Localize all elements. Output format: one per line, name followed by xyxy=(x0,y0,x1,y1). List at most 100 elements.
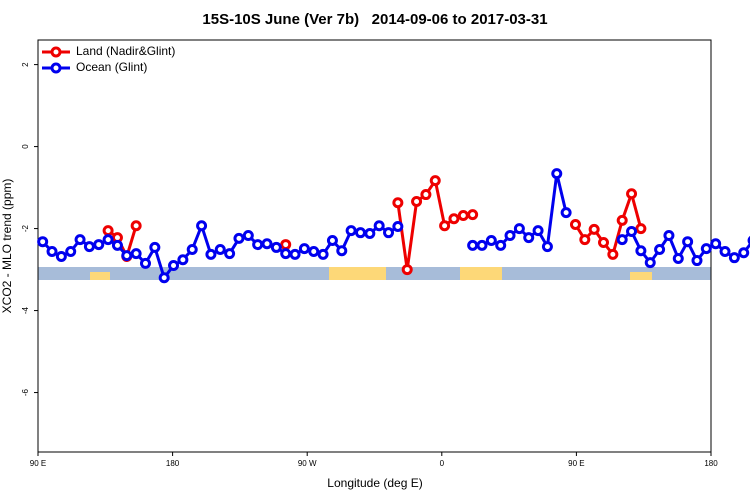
data-point xyxy=(607,248,619,260)
data-point xyxy=(626,225,638,237)
data-point xyxy=(682,236,694,248)
data-point xyxy=(392,197,404,209)
data-point xyxy=(541,241,553,253)
data-point xyxy=(102,225,114,237)
data-point xyxy=(364,227,376,239)
legend-marker xyxy=(50,62,62,74)
data-point xyxy=(467,209,479,221)
y-tick-label: -4 xyxy=(21,306,30,314)
data-point xyxy=(448,213,460,225)
data-point xyxy=(46,246,58,258)
y-tick-label: -6 xyxy=(21,388,30,396)
data-point xyxy=(373,220,385,232)
data-point xyxy=(663,230,675,242)
data-point xyxy=(700,243,712,255)
y-tick-label: 0 xyxy=(21,144,30,149)
data-point xyxy=(205,248,217,260)
x-axis-label: Longitude (deg E) xyxy=(327,476,422,490)
x-tick-label: 90 W xyxy=(298,459,317,468)
data-point xyxy=(289,248,301,260)
data-point xyxy=(65,246,77,258)
data-point xyxy=(354,227,366,239)
chart-title: 15S-10S June (Ver 7b) 2014-09-06 to 2017… xyxy=(202,11,547,28)
data-point xyxy=(467,239,479,251)
land-band xyxy=(90,272,110,280)
data-point xyxy=(616,234,628,246)
data-point xyxy=(111,239,123,251)
data-point xyxy=(476,239,488,251)
data-point xyxy=(55,250,67,262)
data-point xyxy=(728,252,740,264)
data-point xyxy=(74,234,86,246)
data-point xyxy=(345,225,357,237)
data-point xyxy=(383,227,395,239)
data-point xyxy=(168,259,180,271)
data-point xyxy=(635,245,647,257)
data-point xyxy=(429,175,441,187)
plot-frame xyxy=(37,39,712,453)
data-point xyxy=(598,237,610,249)
data-point xyxy=(224,248,236,260)
data-point xyxy=(411,196,423,208)
data-point xyxy=(196,220,208,232)
data-point xyxy=(635,223,647,235)
data-point xyxy=(626,188,638,200)
land-ocean-strip xyxy=(38,267,711,280)
data-point xyxy=(672,253,684,265)
legend-marker xyxy=(50,46,62,58)
x-tick-label: 180 xyxy=(704,459,718,468)
x-tick-label: 0 xyxy=(440,459,445,468)
data-point xyxy=(252,239,264,251)
legend-label: Ocean (Glint) xyxy=(76,60,147,74)
data-point xyxy=(569,218,581,230)
land-band xyxy=(460,267,502,280)
data-point xyxy=(37,236,49,248)
series xyxy=(37,168,750,284)
data-point xyxy=(233,232,245,244)
data-point xyxy=(523,232,535,244)
data-point xyxy=(186,243,198,255)
data-point xyxy=(93,239,105,251)
data-point xyxy=(560,207,572,219)
data-point xyxy=(130,248,142,260)
data-point xyxy=(336,245,348,257)
x-tick-label: 90 E xyxy=(30,459,46,468)
data-point xyxy=(326,234,338,246)
data-point xyxy=(654,243,666,255)
data-point xyxy=(457,209,469,221)
data-point xyxy=(308,246,320,258)
data-point xyxy=(149,241,161,253)
data-point xyxy=(83,241,95,253)
data-point xyxy=(270,241,282,253)
x-tick-label: 180 xyxy=(166,459,180,468)
y-tick-label: -2 xyxy=(21,224,30,232)
legend-label: Land (Nadir&Glint) xyxy=(76,44,175,58)
data-point xyxy=(214,243,226,255)
data-point xyxy=(691,255,703,267)
data-point xyxy=(420,189,432,201)
data-point xyxy=(719,246,731,258)
data-point xyxy=(177,254,189,266)
data-point xyxy=(551,168,563,180)
data-point xyxy=(121,250,133,262)
data-point xyxy=(130,220,142,232)
data-point xyxy=(439,220,451,232)
data-point xyxy=(401,264,413,276)
data-point xyxy=(261,238,273,250)
data-point xyxy=(513,223,525,235)
data-point xyxy=(644,257,656,269)
data-point xyxy=(616,214,628,226)
land-band xyxy=(630,272,652,280)
land-band xyxy=(329,267,386,280)
data-point xyxy=(298,243,310,255)
data-point xyxy=(579,234,591,246)
data-point xyxy=(710,238,722,250)
data-point xyxy=(485,234,497,246)
data-point xyxy=(139,257,151,269)
data-point xyxy=(504,230,516,242)
data-point xyxy=(317,248,329,260)
data-point xyxy=(242,230,254,242)
data-point xyxy=(280,248,292,260)
y-axis-label: XCO2 - MLO trend (ppm) xyxy=(0,179,14,314)
